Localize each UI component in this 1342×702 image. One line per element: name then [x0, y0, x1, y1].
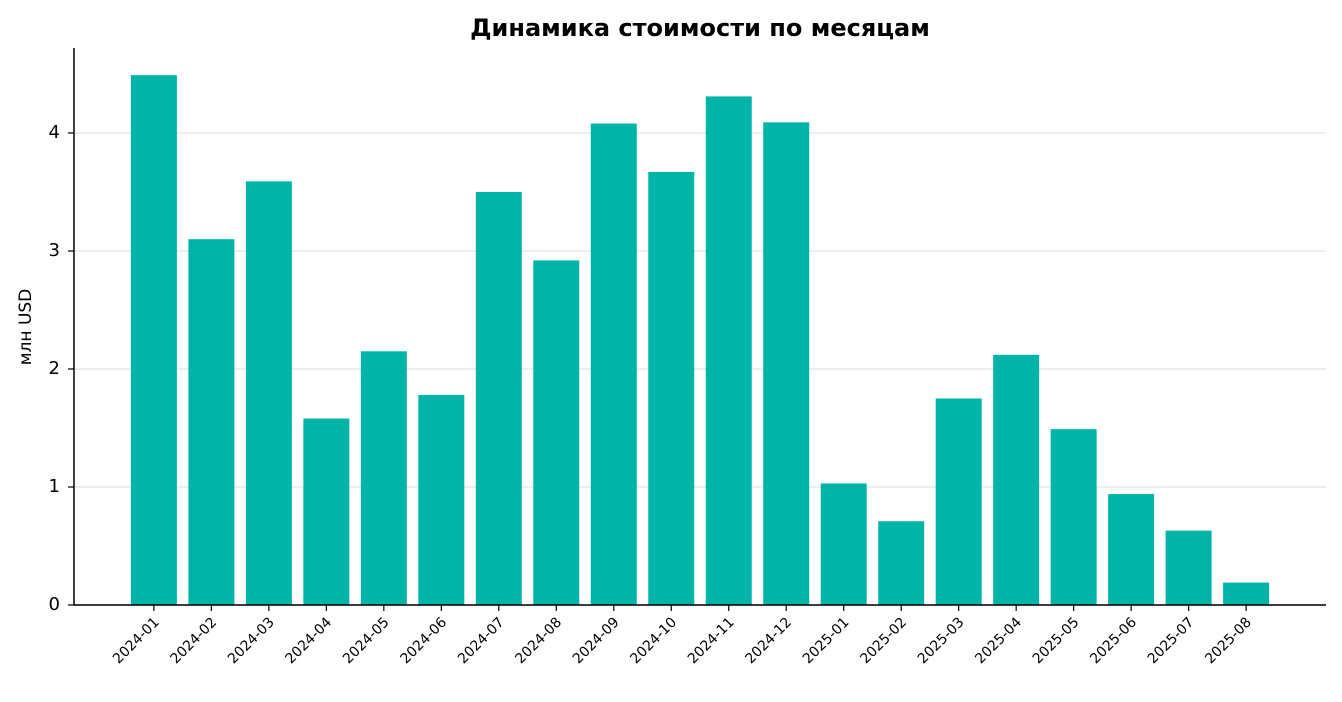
x-tick-label: 2024-01 [110, 615, 163, 668]
x-tick-label: 2024-09 [570, 615, 623, 668]
x-tick-label: 2024-02 [168, 615, 221, 668]
y-tick-label: 3 [49, 240, 60, 261]
bar [590, 123, 637, 605]
bar [130, 75, 177, 605]
x-tick-label: 2025-01 [800, 615, 853, 668]
bar [245, 181, 292, 605]
y-axis-label: млн USD [16, 289, 36, 366]
x-tick-label: 2024-10 [627, 615, 680, 668]
bar [705, 96, 752, 605]
x-tick-label: 2025-07 [1145, 615, 1198, 668]
chart-title: Динамика стоимости по месяцам [470, 14, 930, 42]
bar [820, 483, 867, 605]
x-tick-label: 2024-05 [340, 615, 393, 668]
x-tick-label: 2025-06 [1087, 614, 1140, 667]
bar [763, 122, 810, 605]
x-tick-label: 2025-04 [972, 614, 1025, 667]
bar [878, 521, 925, 605]
x-tick-label: 2024-12 [742, 615, 795, 668]
x-tick-label: 2024-11 [685, 615, 738, 668]
y-tick-label: 0 [49, 594, 60, 615]
bar [648, 171, 695, 605]
x-tick-label: 2025-03 [915, 615, 968, 668]
x-tick-label: 2024-06 [397, 614, 450, 667]
bar [1223, 582, 1270, 605]
bar [993, 354, 1040, 605]
x-tick-label: 2024-08 [512, 615, 565, 668]
y-tick-label: 4 [49, 122, 60, 143]
bar [303, 418, 350, 605]
x-tick-label: 2024-03 [225, 615, 278, 668]
bar [1165, 530, 1212, 605]
bar [188, 239, 235, 606]
x-tick-label: 2025-05 [1030, 615, 1083, 668]
x-tick-label: 2025-02 [857, 615, 910, 668]
bar [1050, 429, 1097, 605]
bar [1108, 494, 1155, 605]
bar [475, 191, 522, 605]
y-tick-label: 2 [49, 358, 60, 379]
bar [935, 398, 982, 605]
x-tick-label: 2025-08 [1202, 615, 1255, 668]
x-tick-label: 2024-07 [455, 615, 508, 668]
bar [418, 394, 465, 605]
bar [533, 260, 580, 605]
y-tick-label: 1 [49, 476, 60, 497]
x-tick-label: 2024-04 [283, 614, 336, 667]
bar [360, 351, 407, 605]
